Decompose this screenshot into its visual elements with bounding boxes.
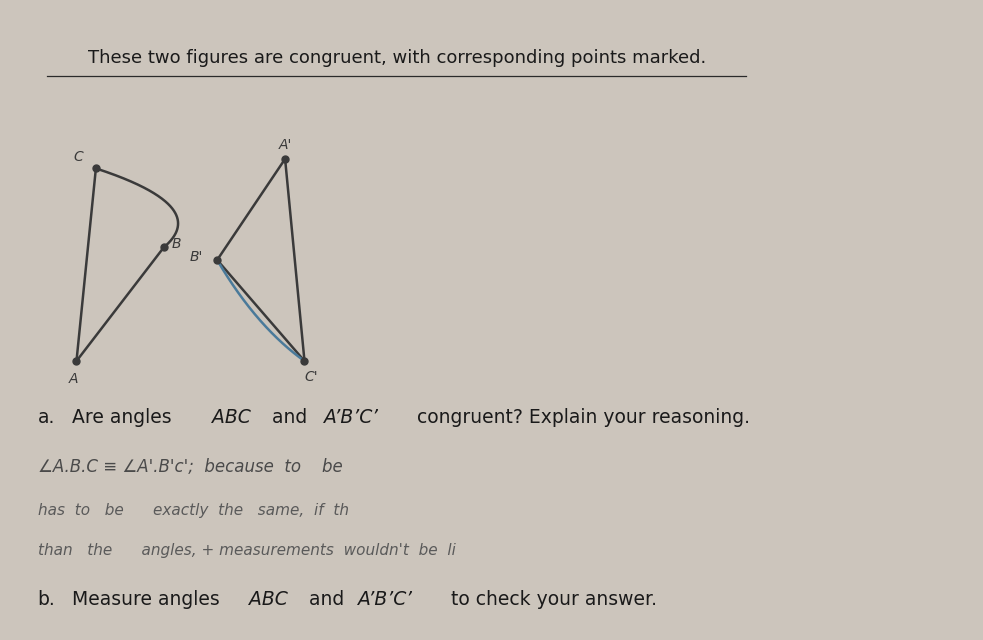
Text: congruent? Explain your reasoning.: congruent? Explain your reasoning. (411, 408, 750, 428)
Text: to check your answer.: to check your answer. (445, 589, 658, 609)
Text: A': A' (278, 138, 292, 152)
Text: has  to   be      exactly  the   same,  if  th: has to be exactly the same, if th (37, 503, 349, 518)
Text: C': C' (305, 371, 318, 385)
Text: ABC: ABC (249, 589, 288, 609)
Text: than   the      angles, + measurements  wouldn't  be  li: than the angles, + measurements wouldn't… (37, 543, 455, 558)
Text: B: B (172, 237, 181, 252)
Text: and: and (303, 589, 350, 609)
Text: B': B' (189, 250, 202, 264)
Text: ABC: ABC (212, 408, 252, 428)
Text: ∠A.B.C ≡ ∠A'.B'c';  because  to    be: ∠A.B.C ≡ ∠A'.B'c'; because to be (37, 458, 342, 476)
Text: and: and (265, 408, 313, 428)
Text: a.: a. (37, 408, 55, 428)
Text: A’B’C’: A’B’C’ (324, 408, 377, 428)
Text: These two figures are congruent, with corresponding points marked.: These two figures are congruent, with co… (87, 49, 706, 67)
Text: C: C (74, 150, 84, 164)
Text: A: A (69, 372, 79, 386)
Text: A’B’C’: A’B’C’ (358, 589, 412, 609)
Text: b.: b. (37, 589, 55, 609)
Text: Are angles: Are angles (72, 408, 177, 428)
Text: Measure angles: Measure angles (72, 589, 225, 609)
